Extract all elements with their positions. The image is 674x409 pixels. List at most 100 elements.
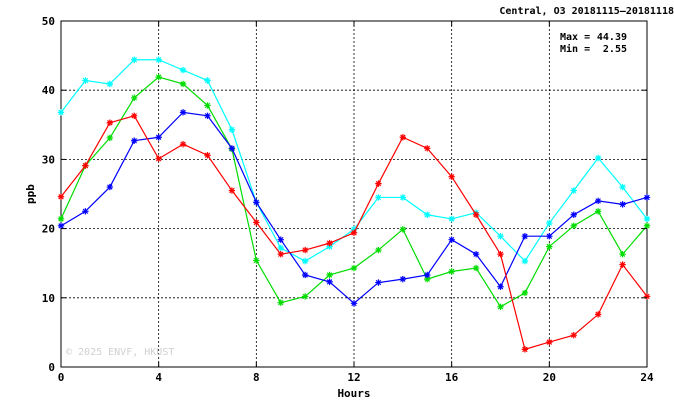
series-layer — [57, 56, 651, 353]
y-axis-title: ppb — [24, 184, 37, 204]
data-point — [301, 271, 309, 279]
data-point — [131, 112, 138, 120]
data-point — [424, 271, 431, 279]
data-point — [643, 215, 651, 223]
data-point — [350, 264, 358, 272]
data-point — [497, 251, 504, 258]
data-point — [619, 261, 626, 268]
data-point — [106, 119, 114, 126]
data-point — [594, 197, 602, 205]
data-point — [497, 283, 504, 290]
grid — [61, 21, 647, 367]
data-point — [179, 140, 187, 148]
data-point — [472, 211, 480, 218]
data-point — [570, 211, 577, 218]
data-point — [546, 338, 553, 346]
data-point — [204, 152, 211, 159]
data-point — [448, 268, 455, 275]
min-value: 2.55 — [603, 44, 627, 55]
data-point — [82, 77, 89, 84]
max-value: 44.39 — [597, 32, 627, 43]
data-point — [57, 222, 65, 230]
data-point — [594, 311, 602, 318]
data-point — [643, 194, 651, 201]
data-point — [228, 126, 236, 133]
data-point — [228, 187, 236, 194]
data-point — [57, 109, 65, 116]
data-point — [448, 215, 455, 223]
data-point — [619, 251, 626, 258]
x-tick-label: 0 — [58, 371, 65, 384]
data-point — [204, 102, 211, 109]
data-point — [82, 162, 89, 169]
data-point — [131, 94, 138, 102]
data-point — [643, 293, 651, 300]
data-point — [179, 66, 187, 74]
data-point — [155, 73, 162, 81]
data-point — [253, 199, 260, 206]
tick-layer: 0 4 8 12 16 20 24 0 10 20 30 40 50 — [42, 15, 654, 384]
data-point — [375, 279, 382, 286]
y-tick-label: 50 — [42, 15, 55, 28]
y-tick-label: 20 — [42, 223, 55, 236]
series-3 — [57, 109, 651, 307]
data-point — [472, 264, 480, 272]
data-point — [131, 56, 138, 63]
data-point — [228, 145, 236, 152]
data-point — [106, 80, 114, 88]
data-point — [204, 112, 211, 120]
data-point — [375, 194, 382, 201]
data-point — [326, 243, 333, 250]
data-point — [106, 134, 114, 142]
data-point — [301, 293, 309, 300]
series-2 — [57, 73, 651, 310]
data-point — [424, 145, 431, 152]
data-point — [277, 251, 284, 258]
data-point — [546, 219, 553, 227]
watermark: © 2025 ENVF, HKUST — [66, 347, 174, 358]
x-tick-label: 24 — [640, 371, 654, 384]
data-point — [472, 251, 480, 258]
data-point — [350, 300, 358, 307]
data-point — [57, 215, 65, 223]
series-4 — [57, 112, 651, 353]
data-point — [399, 275, 407, 283]
chart-title: Central, O3 20181115—20181118 — [499, 6, 674, 17]
y-tick-label: 0 — [48, 361, 55, 374]
data-point — [570, 331, 577, 339]
data-point — [521, 233, 529, 240]
data-point — [424, 275, 431, 283]
data-point — [570, 187, 577, 194]
data-point — [619, 183, 626, 191]
data-point — [570, 222, 577, 230]
data-point — [594, 208, 602, 215]
data-point — [155, 155, 162, 162]
data-point — [106, 183, 114, 191]
data-point — [375, 180, 382, 187]
data-point — [521, 289, 529, 297]
x-tick-label: 20 — [543, 371, 556, 384]
data-point — [155, 56, 162, 63]
y-tick-label: 30 — [42, 153, 55, 166]
data-point — [399, 134, 407, 141]
data-point — [521, 257, 529, 265]
data-point — [179, 109, 187, 116]
data-point — [253, 257, 260, 264]
data-point — [399, 194, 407, 201]
data-point — [326, 239, 333, 247]
data-point — [448, 236, 455, 243]
data-point — [619, 201, 626, 208]
x-tick-label: 12 — [347, 371, 360, 384]
data-point — [155, 134, 162, 141]
x-tick-label: 8 — [253, 371, 260, 384]
data-point — [546, 233, 553, 240]
x-tick-label: 16 — [445, 371, 459, 384]
data-point — [350, 226, 358, 233]
data-point — [497, 303, 504, 310]
data-point — [301, 257, 309, 265]
data-point — [301, 246, 309, 254]
data-point — [399, 226, 407, 233]
data-point — [546, 243, 553, 250]
